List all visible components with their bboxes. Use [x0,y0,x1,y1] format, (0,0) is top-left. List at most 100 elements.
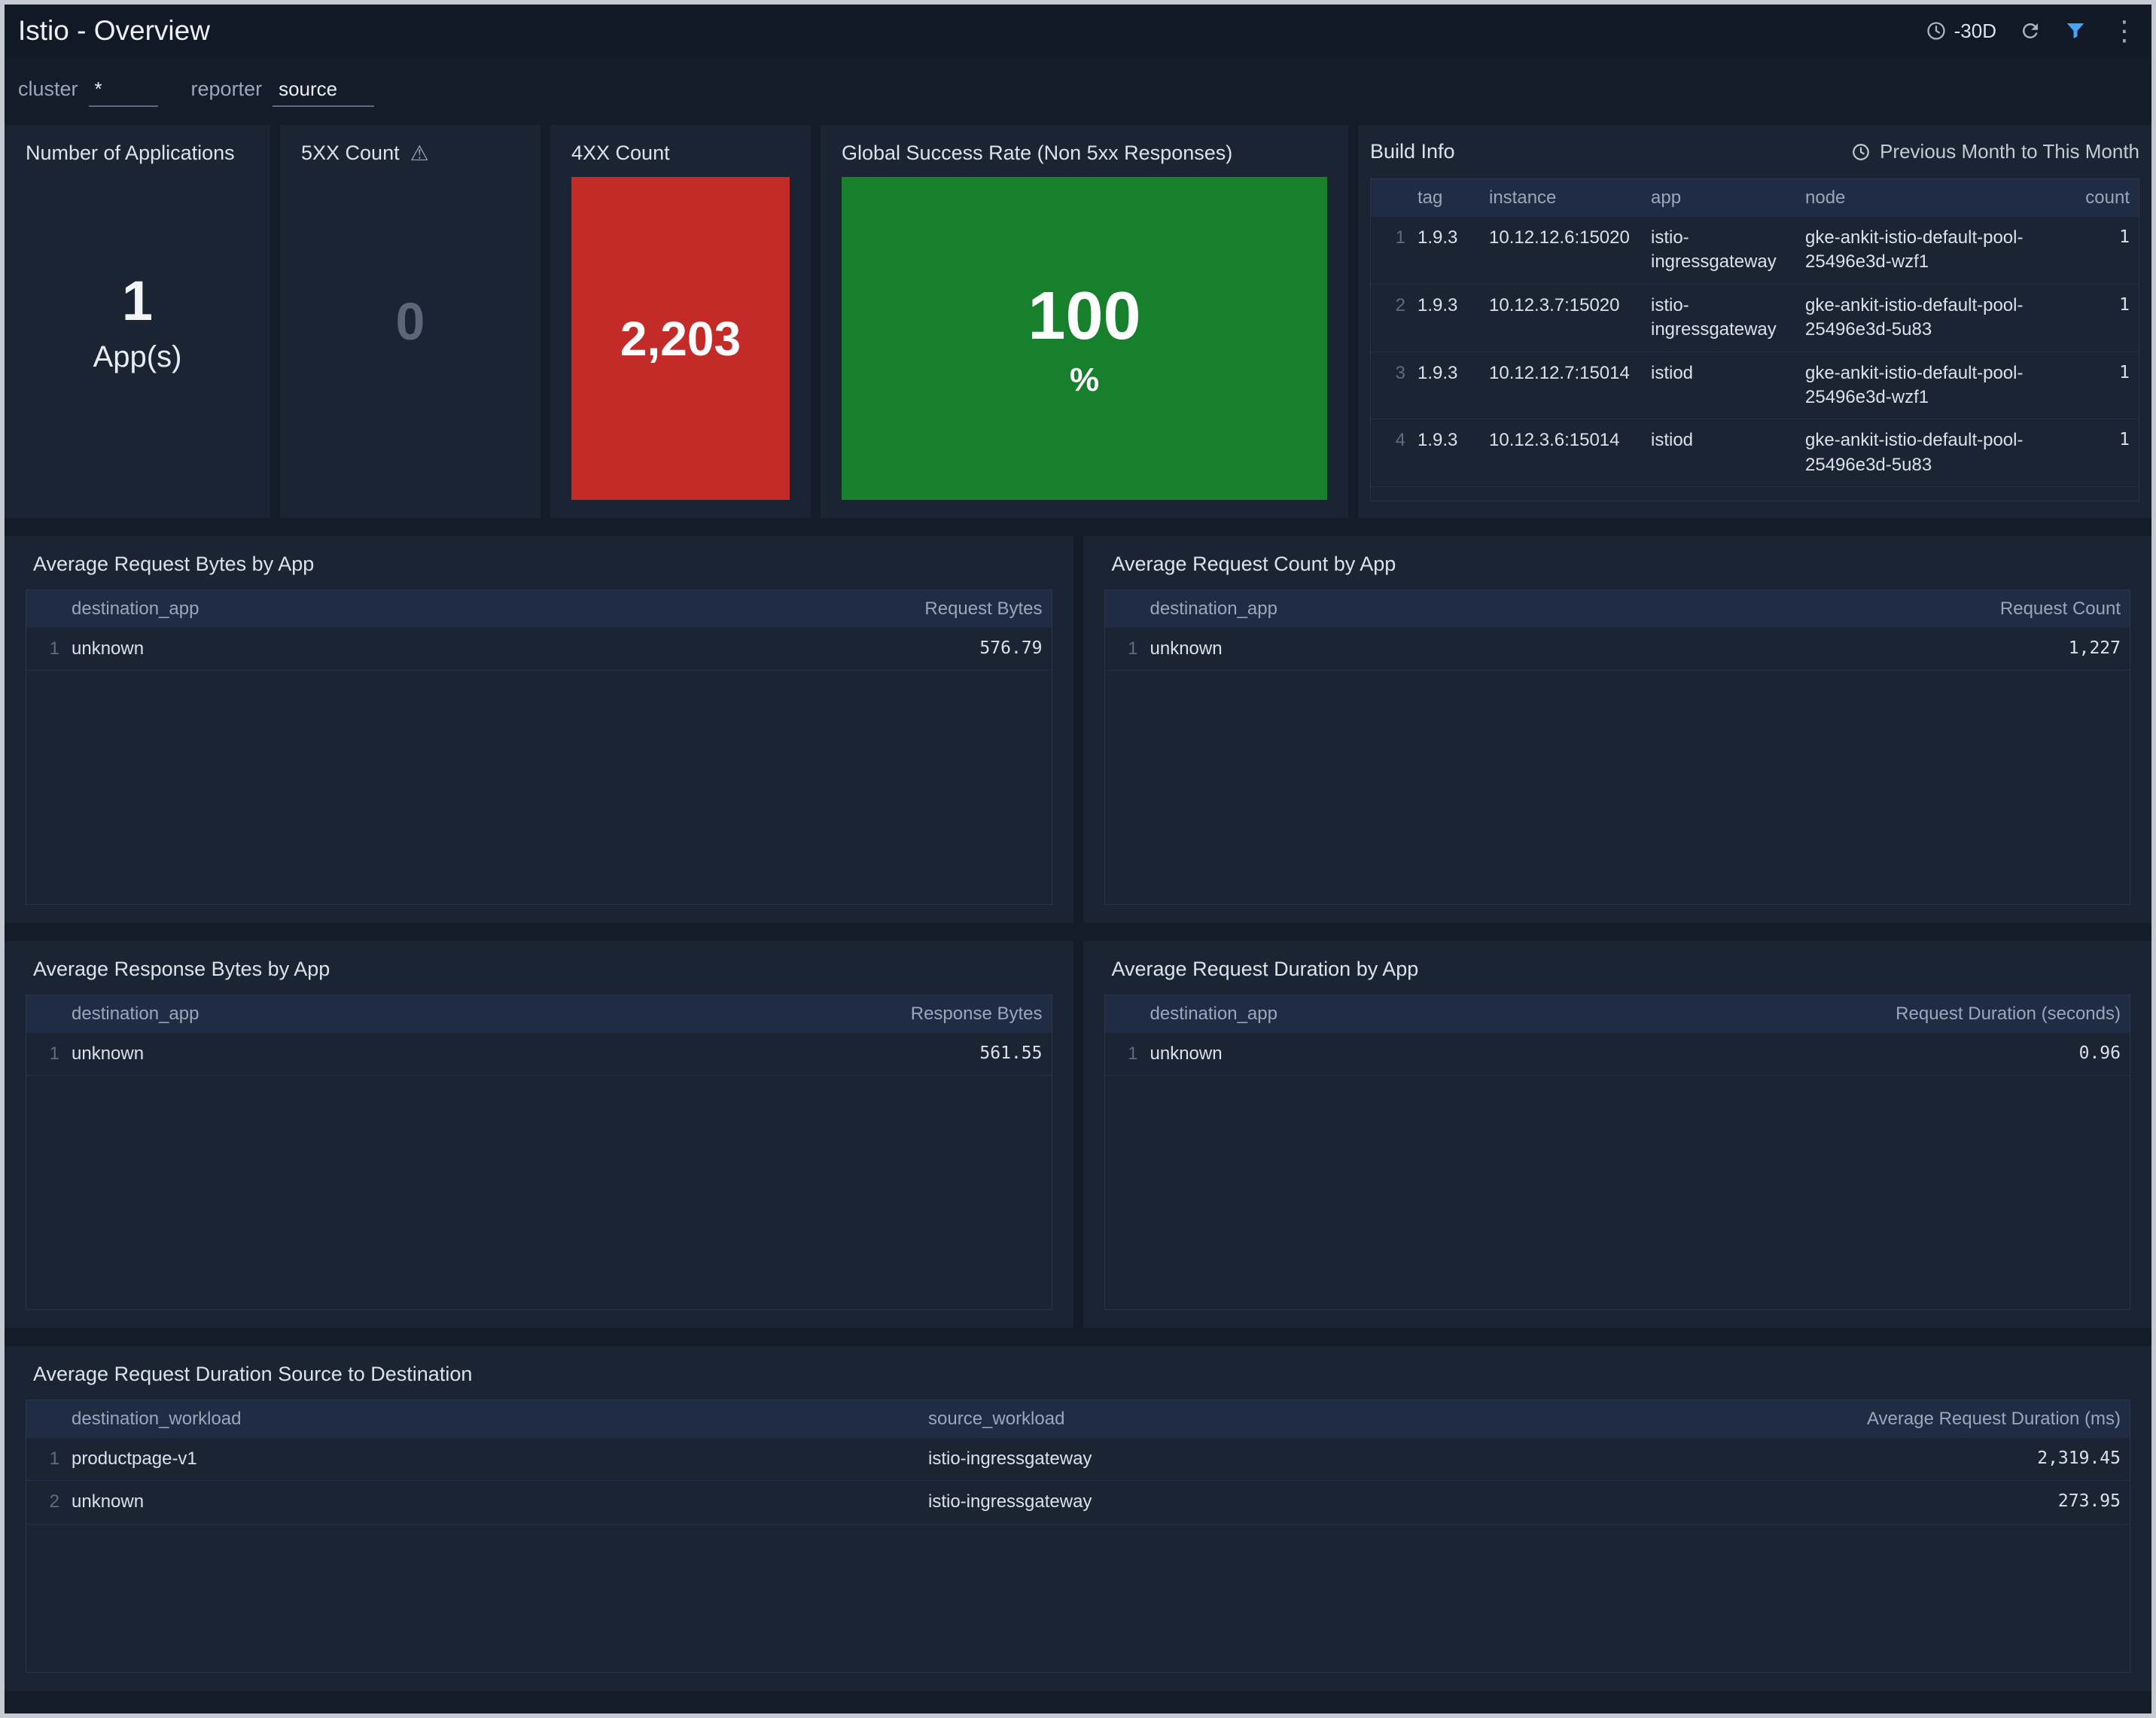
5xx-count-value: 0 [395,292,425,351]
table-row[interactable]: 3 1.9.3 10.12.12.7:15014 istiod gke-ankit-is… [1371,352,2139,420]
table-cell: 1.9.3 [1408,284,1480,352]
table-row[interactable]: 1 unknown 576.79 [26,628,1052,672]
row-number: 1 [26,628,62,672]
table-cell: 1.9.3 [1408,352,1480,420]
cluster-filter-label: cluster [18,77,78,100]
panel-avg-request-duration: Average Request Duration by App destinat… [1083,941,2151,1328]
time-range-button[interactable]: -30D [1926,20,1996,43]
reporter-filter: reporter [191,74,375,107]
table-cell: unknown [1140,1033,1813,1077]
table-row[interactable]: 1 unknown 1,227 [1104,628,2130,672]
table-cell: unknown [1140,628,1813,672]
panel-5xx-count: 5XX Count ⚠ 0 [280,125,541,518]
panel-title: Global Success Rate (Non 5xx Responses) [842,142,1233,164]
column-header[interactable]: destination_workload [62,1400,919,1438]
panel-build-info: Build Info Previous Month to This Month … [1358,125,2151,518]
column-header[interactable]: node [1796,179,2071,217]
table-cell: istio-ingressgateway [1642,217,1796,285]
row-number-header [26,1400,62,1438]
time-range-label: -30D [1953,19,1996,42]
avg-request-duration-table-container: destination_app Request Duration (seconds… [1104,995,2130,1310]
column-header[interactable]: source_workload [919,1400,1776,1438]
table-cell: 10.12.3.7:15020 [1480,284,1642,352]
warning-icon: ⚠ [410,141,429,165]
table-cell: 1.9.3 [1408,419,1480,488]
table-cell: unknown [62,1480,919,1525]
table-cell: 0.96 [1813,1033,2130,1077]
table-cell: 10.12.12.6:15020 [1480,217,1642,285]
row-number-header [26,995,62,1033]
row-number: 1 [26,1033,62,1077]
column-header[interactable]: Response Bytes [735,995,1052,1033]
5xx-value-area: 0 [280,125,541,518]
avg-request-bytes-table-container: destination_app Request Bytes 1 unknown 576.… [26,589,1052,905]
table-cell: 1.9.3 [1408,217,1480,285]
column-header[interactable]: Request Duration (seconds) [1813,995,2130,1033]
dashboard-body: Number of Applications 1 App(s) 5XX Coun… [5,123,2151,1691]
4xx-count-value: 2,203 [620,311,742,366]
cluster-filter-input[interactable] [88,74,158,107]
table-row[interactable]: 2 1.9.3 10.12.3.7:15020 istio-ingressgatewa… [1371,284,2139,352]
row-number: 3 [1371,352,1408,420]
column-header[interactable]: destination_app [1140,995,1813,1033]
table-row[interactable]: 4 1.9.3 10.12.3.6:15014 istiod gke-ankit-ist… [1371,419,2139,488]
panel-4xx-count: 4XX Count 2,203 [550,125,811,518]
panel-title: Average Request Duration Source to Desti… [33,1363,473,1385]
column-header[interactable]: Request Bytes [735,590,1052,628]
build-info-time-range[interactable]: Previous Month to This Month [1851,140,2139,163]
column-header[interactable]: app [1642,179,1796,217]
row-number: 1 [1104,1033,1141,1077]
panel-src-to-dest-duration: Average Request Duration Source to Desti… [5,1346,2151,1691]
success-rate-unit: % [1069,361,1100,398]
panel-title: 4XX Count [571,142,670,164]
table-cell: istiod [1642,352,1796,420]
table-cell: productpage-v1 [62,1438,919,1482]
row-number: 1 [1104,628,1141,672]
table-cell: gke-ankit-istio-default-pool-25496e3d-5u… [1796,284,2071,352]
filter-bar: cluster reporter [5,57,2151,123]
success-rate-box[interactable]: 100 % [842,177,1327,500]
panel-title: Average Request Duration by App [1111,958,1419,980]
column-header[interactable]: destination_app [62,590,735,628]
4xx-count-box[interactable]: 2,203 [571,177,790,500]
table-cell: gke-ankit-istio-default-pool-25496e3d-5u… [1796,419,2071,488]
row-number: 1 [26,1438,62,1482]
column-header[interactable]: Average Request Duration (ms) [1776,1400,2130,1438]
column-header[interactable]: destination_app [62,995,735,1033]
column-header[interactable]: count [2071,179,2139,217]
table-row[interactable]: 2 unknown istio-ingressgateway 273.95 [26,1480,2130,1525]
table-cell: gke-ankit-istio-default-pool-25496e3d-wz… [1796,352,2071,420]
page-title: Istio - Overview [18,15,210,46]
column-header[interactable]: instance [1480,179,1642,217]
build-info-table-container: tag instance app node count 1 1.9.3 10.12.12.6:… [1370,178,2139,501]
avg-response-bytes-table-container: destination_app Response Bytes 1 unknown 561… [26,995,1052,1310]
filter-icon[interactable] [2064,20,2087,42]
table-cell: unknown [62,1033,735,1077]
table-cell: gke-ankit-istio-default-pool-25496e3d-wz… [1796,217,2071,285]
table-cell: 10.12.12.7:15014 [1480,352,1642,420]
reporter-filter-input[interactable] [273,74,375,107]
table-row[interactable]: 1 unknown 0.96 [1104,1033,2130,1077]
panel-title: Build Info [1370,140,1455,163]
table-cell: 561.55 [735,1033,1052,1077]
kebab-menu-icon[interactable]: ⋮ [2111,15,2138,46]
src-to-dest-table-container: destination_workload source_workload Avera… [26,1400,2130,1673]
src-to-dest-table: destination_workload source_workload Avera… [26,1400,2130,1525]
table-row[interactable]: 1 productpage-v1 istio-ingressgateway 2,319… [26,1438,2130,1482]
build-info-table: tag instance app node count 1 1.9.3 10.12.12.6:… [1371,179,2139,488]
column-header[interactable]: Request Count [1813,590,2130,628]
column-header[interactable]: tag [1408,179,1480,217]
column-header[interactable]: destination_app [1140,590,1813,628]
applications-unit: App(s) [93,340,182,373]
table-cell: 1 [2071,284,2139,352]
refresh-icon[interactable] [2019,20,2042,42]
row-number: 2 [1371,284,1408,352]
avg-request-count-table: destination_app Request Count 1 unknown 1,22… [1104,590,2130,672]
header: Istio - Overview -30D ⋮ [5,5,2151,57]
table-row[interactable]: 1 unknown 561.55 [26,1033,1052,1077]
avg-response-bytes-table: destination_app Response Bytes 1 unknown 561… [26,995,1052,1077]
table-cell: istio-ingressgateway [919,1480,1776,1525]
table-row[interactable]: 1 1.9.3 10.12.12.6:15020 istio-ingressgatew… [1371,217,2139,285]
table-cell: 576.79 [735,628,1052,672]
table-cell: 1 [2071,217,2139,285]
